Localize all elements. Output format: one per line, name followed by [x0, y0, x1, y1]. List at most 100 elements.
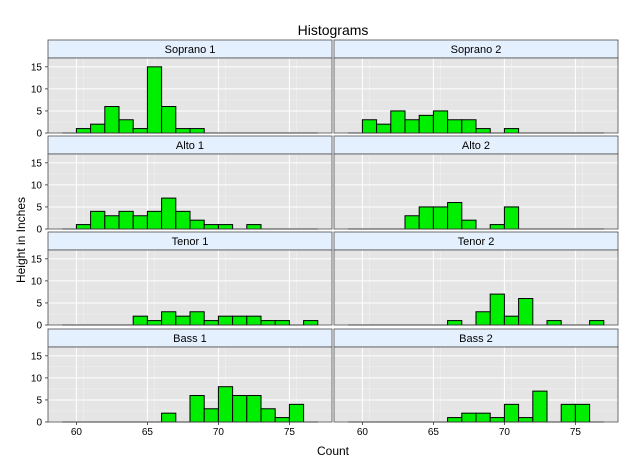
histogram-bar	[447, 320, 463, 326]
histogram-bar	[246, 395, 262, 423]
x-axis-label: Count	[317, 444, 350, 458]
histogram-bar	[104, 215, 120, 230]
y-tick-label: 10	[31, 373, 43, 384]
histogram-bar	[161, 197, 177, 230]
histogram-bar	[161, 311, 177, 326]
histogram-bar	[75, 128, 92, 134]
histogram-bar	[274, 320, 290, 326]
y-tick-label: 0	[36, 225, 42, 236]
histogram-bar	[146, 320, 163, 326]
histogram-bar	[217, 315, 234, 326]
histogram-bar	[546, 320, 562, 326]
histogram-bar	[589, 320, 605, 326]
histogram-bar	[475, 412, 491, 423]
x-tick-label: 65	[142, 427, 154, 438]
histogram-bar	[161, 106, 177, 134]
histogram-bar	[203, 224, 219, 230]
histogram-bar	[175, 315, 191, 326]
histogram-bar	[361, 119, 378, 134]
histogram-bar	[146, 66, 163, 134]
histogram-bar	[518, 298, 534, 326]
y-tick-label: 5	[36, 106, 42, 117]
histogram-bar	[118, 210, 134, 230]
panel-soprano-2: Soprano 2	[333, 39, 619, 134]
histogram-bar	[246, 224, 262, 230]
panel-frame	[47, 346, 333, 423]
histogram-bar	[90, 123, 106, 134]
panel-alto-2: Alto 2	[333, 135, 619, 230]
histogram-bar	[404, 215, 420, 230]
y-axis-label: Height in Inches	[14, 197, 28, 283]
histogram-bar	[489, 293, 505, 326]
histogram-bar	[288, 403, 305, 423]
histogram-bar	[376, 123, 392, 134]
plot-background	[334, 154, 618, 229]
histogram-bar	[189, 128, 205, 134]
facet-strip-label: Alto 2	[462, 140, 490, 152]
histogram-bar	[203, 320, 219, 326]
histogram-bar	[175, 128, 191, 134]
histogram-bar	[461, 219, 477, 230]
histogram-bar	[75, 224, 92, 230]
histogram-bar	[503, 315, 520, 326]
facet-strip-label: Soprano 2	[451, 44, 502, 56]
y-tick-label: 15	[31, 62, 43, 73]
histogram-bar	[447, 202, 463, 230]
histogram-bar	[503, 128, 520, 134]
panel-tenor-1: Tenor 1 0 5 10 15	[31, 231, 333, 332]
x-tick-label: 75	[570, 427, 582, 438]
y-tick-label: 0	[36, 418, 42, 429]
histogram-bar	[503, 403, 520, 423]
y-tick-label: 10	[31, 180, 43, 191]
y-tick-label: 10	[31, 276, 43, 287]
facet-strip-label: Soprano 1	[165, 44, 216, 56]
histogram-bar	[217, 386, 234, 423]
panel-frame	[333, 346, 619, 423]
histogram-bar	[232, 315, 248, 326]
panel-frame	[333, 57, 619, 134]
histogram-bar	[232, 395, 248, 423]
histogram-bar	[274, 417, 290, 423]
histogram-bar	[475, 128, 491, 134]
y-tick-label: 15	[31, 351, 43, 362]
panel-frame	[333, 249, 619, 326]
y-tick-label: 5	[36, 395, 42, 406]
histogram-bar	[132, 215, 148, 230]
histogram-bar	[260, 320, 276, 326]
histogram-bar	[189, 395, 205, 423]
facet-strip-label: Tenor 1	[172, 236, 209, 248]
histogram-bar	[104, 106, 120, 134]
y-tick-label: 15	[31, 254, 43, 265]
histogram-bar	[404, 119, 420, 134]
histogram-bar	[132, 128, 148, 134]
facet-strip-label: Bass 1	[173, 333, 207, 345]
histogram-bar	[260, 408, 276, 423]
histogram-bar	[118, 119, 134, 134]
panel-frame	[47, 57, 333, 134]
histogram-bar	[489, 224, 505, 230]
panel-soprano-1: Soprano 1 0 5 10 15	[31, 39, 333, 140]
panel-frame	[47, 153, 333, 230]
histogram-bar	[432, 110, 449, 134]
y-tick-label: 5	[36, 202, 42, 213]
histogram-bar	[418, 206, 434, 230]
panel-bass-2: Bass 2 60 65 70 75	[333, 328, 619, 438]
y-tick-label: 5	[36, 298, 42, 309]
histogram-bar	[560, 403, 576, 423]
histogram-bar	[390, 110, 406, 134]
histogram-bar	[246, 315, 262, 326]
histogram-bar	[303, 320, 319, 326]
histogram-bar	[189, 219, 205, 230]
x-tick-label: 65	[428, 427, 440, 438]
plot-background	[48, 58, 332, 133]
histogram-bar	[203, 408, 219, 423]
facet-strip-label: Bass 2	[459, 333, 493, 345]
histogram-bar	[461, 412, 477, 423]
histogram-bar	[217, 224, 234, 230]
histogram-bar	[574, 403, 591, 423]
y-tick-label: 15	[31, 158, 43, 169]
histogram-bar	[432, 206, 449, 230]
histogram-bar	[146, 210, 163, 230]
chart-title: Histograms	[298, 22, 369, 38]
